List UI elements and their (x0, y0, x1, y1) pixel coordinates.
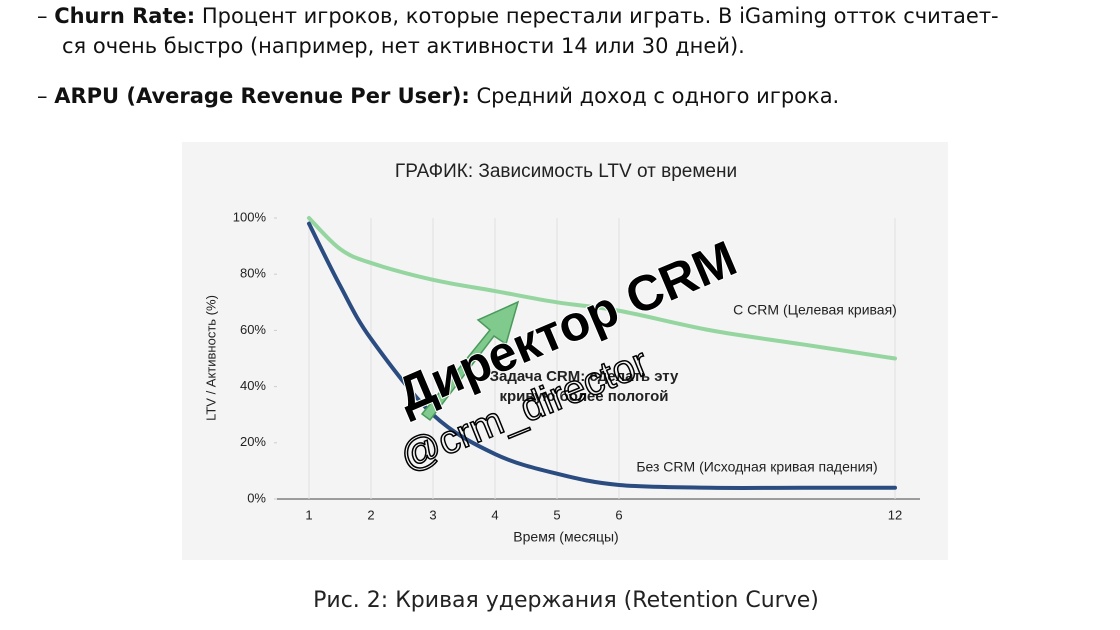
x-tick-label: 4 (491, 507, 498, 522)
bullet-line: – Churn Rate: Процент игроков, которые п… (37, 4, 999, 28)
y-tick-label: 60% (240, 322, 266, 337)
y-tick-label: 0% (247, 490, 266, 505)
bullet-text: Средний доход с одного игрока. (476, 84, 840, 108)
annotation: кривую более пологой (499, 388, 668, 405)
annotation: Задача CRM: сделать эту (490, 368, 679, 385)
x-tick-label: 3 (429, 507, 436, 522)
bullet-line: – ARPU (Average Revenue Per User): Средн… (37, 84, 840, 108)
x-axis-label: Время (месяцы) (513, 529, 618, 545)
bullet-text: ся очень быстро (например, нет активност… (62, 34, 745, 58)
series-line (307, 221, 897, 490)
chart-title: ГРАФИК: Зависимость LTV от времени (395, 161, 737, 182)
annotation-arrow (420, 300, 520, 422)
plot: 0%20%40%60%80%100%1 2 3 4 5 6 12С CRM (Целевая… (233, 209, 902, 522)
bullet-line: ся очень быстро (например, нет активност… (62, 34, 745, 58)
y-axis-label: LTV / Активность (%) (203, 295, 218, 421)
y-tick-label: 100% (233, 209, 267, 224)
chart-background (182, 142, 948, 560)
bullet-text: Процент игроков, которые перестали играт… (201, 4, 999, 28)
x-tick-label: 5 (553, 507, 560, 522)
y-tick-label: 80% (240, 266, 266, 281)
caption: Рис. 2: Кривая удержания (Retention Curv… (313, 588, 819, 613)
y-tick-label: 40% (240, 378, 266, 393)
series-label: Без CRM (Исходная кривая падения) (636, 459, 877, 475)
bullet-term: Churn Rate: (54, 4, 196, 28)
series-label: С CRM (Целевая кривая) (733, 302, 897, 318)
series-line (307, 216, 897, 361)
y-tick-label: 20% (240, 434, 266, 449)
x-tick-label: 6 (615, 507, 622, 522)
bullet-term: ARPU (Average Revenue Per User): (54, 84, 470, 108)
x-tick-label: 1 (305, 507, 312, 522)
x-tick-label: 2 (367, 507, 374, 522)
x-tick-label: 12 (888, 507, 902, 522)
